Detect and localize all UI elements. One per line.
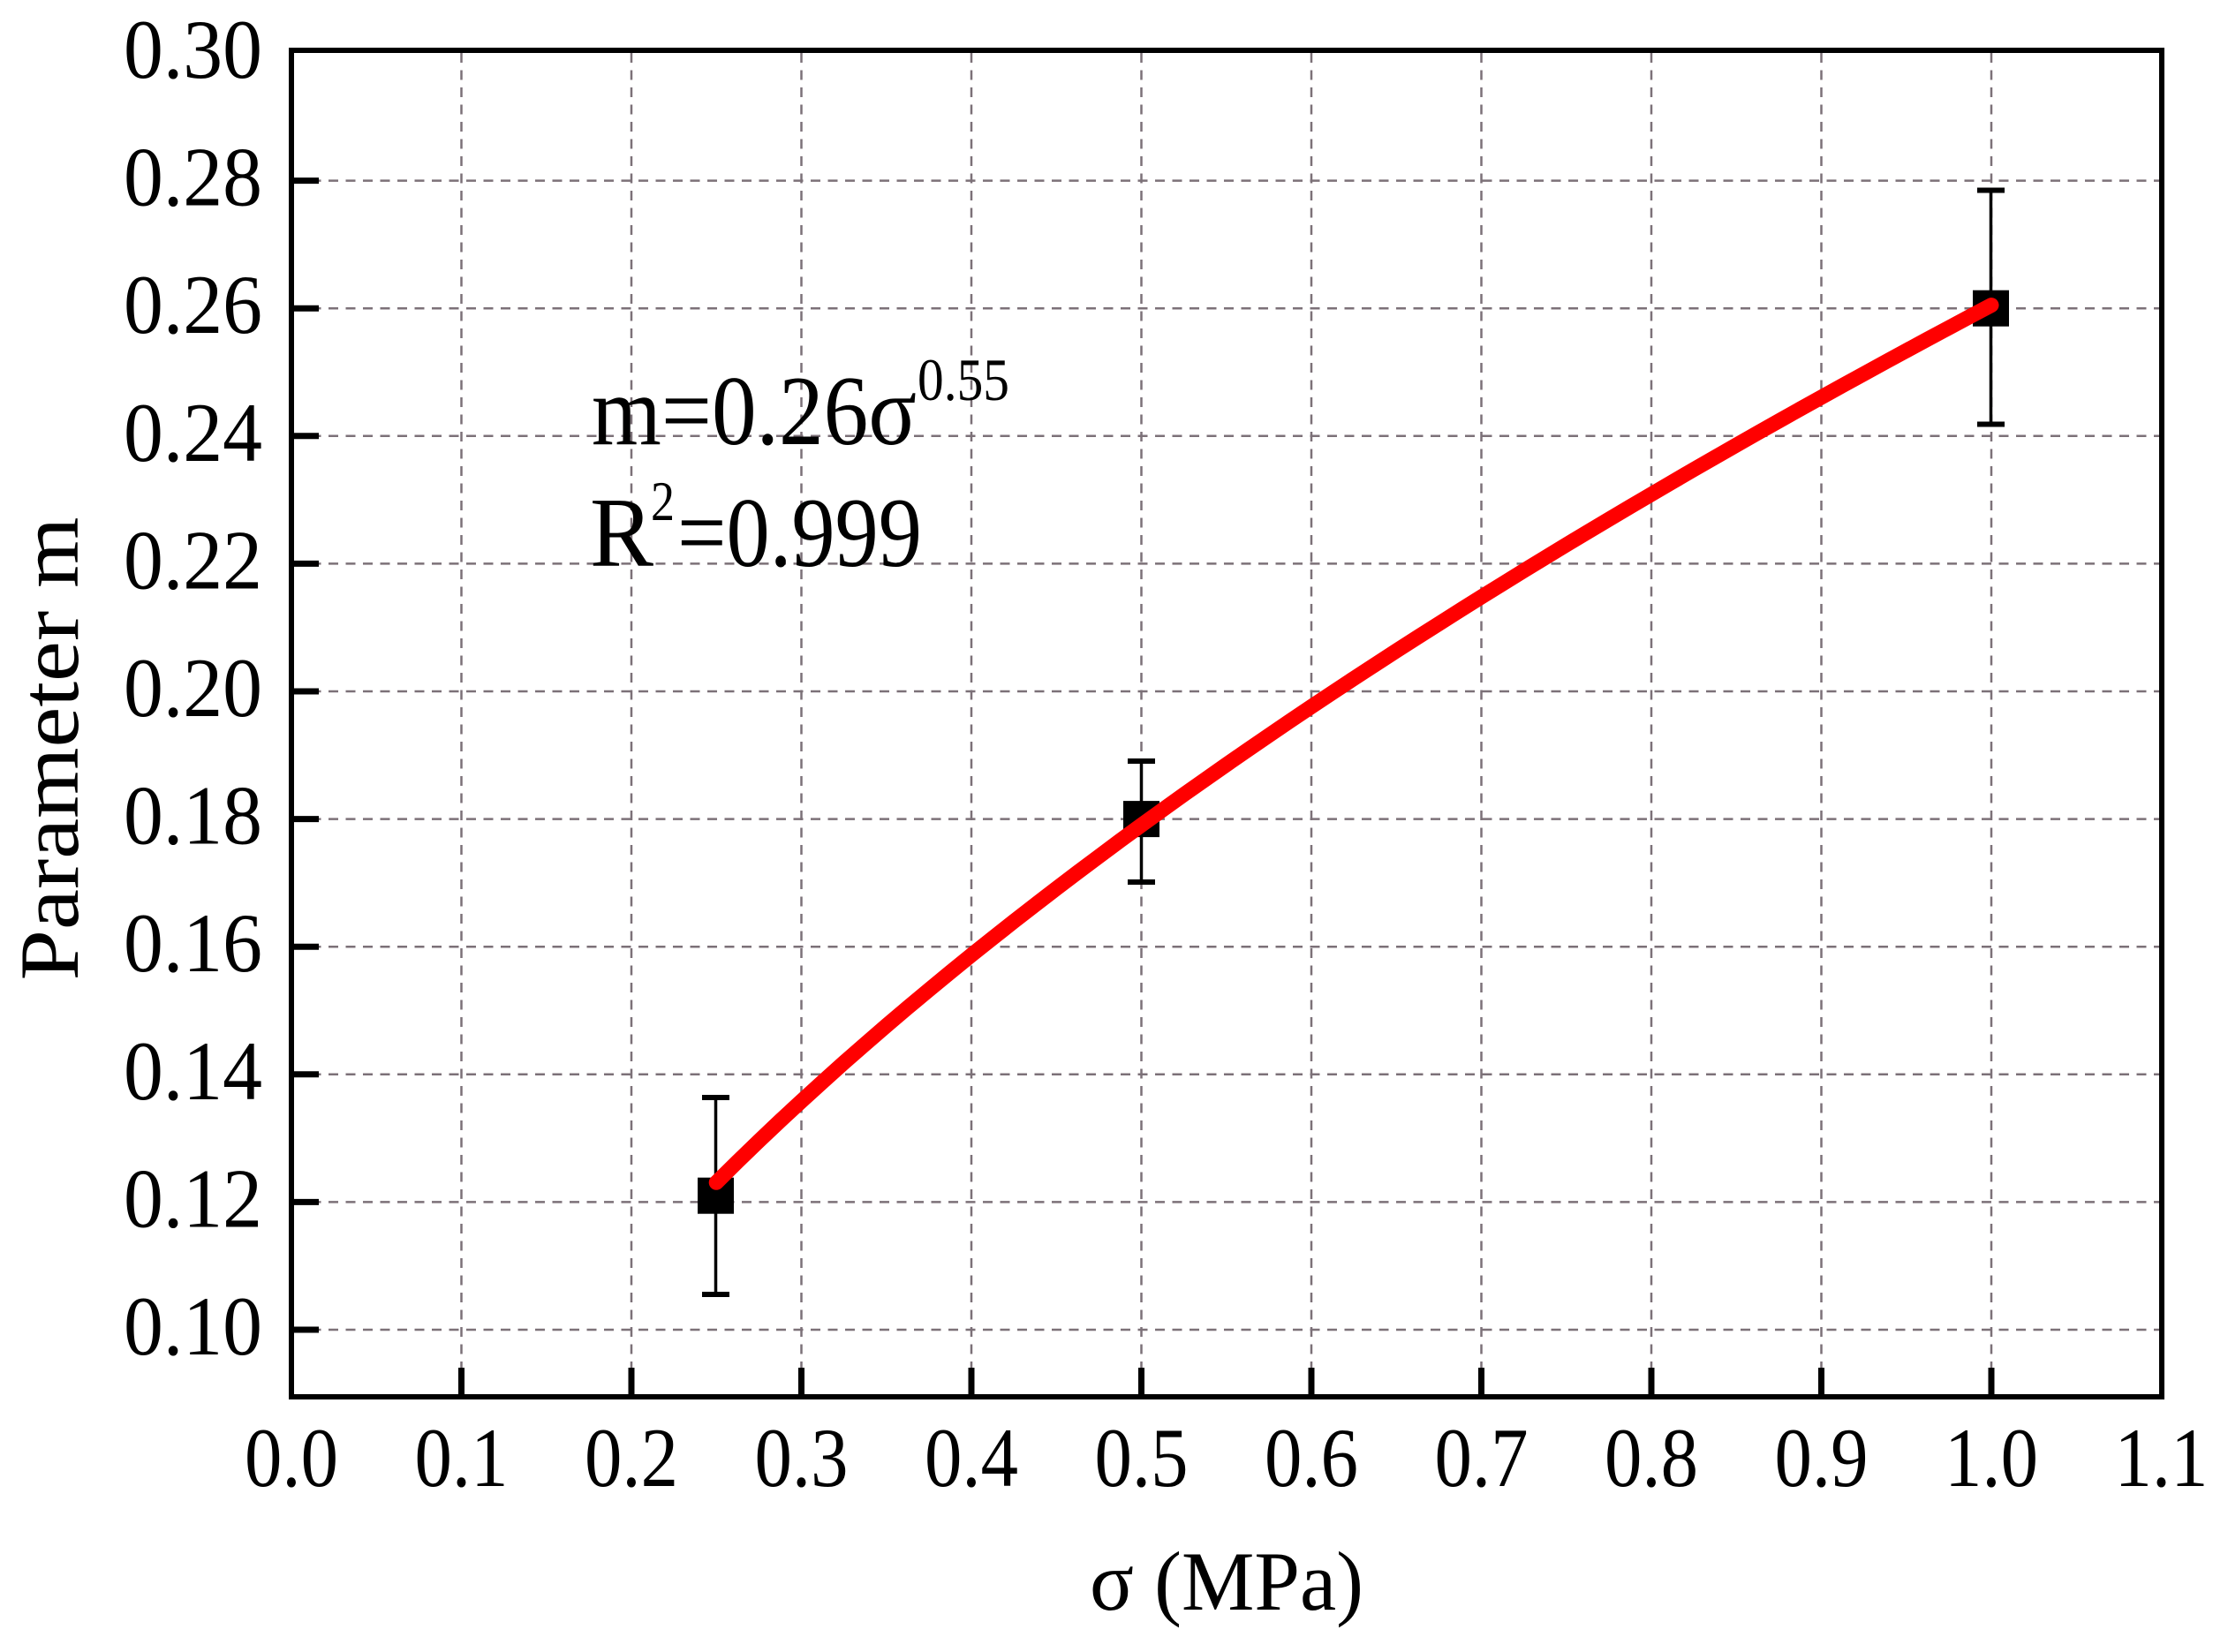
svg-text:0.12: 0.12 bbox=[124, 1151, 262, 1245]
svg-text:0.14: 0.14 bbox=[124, 1024, 262, 1118]
svg-text:0.0: 0.0 bbox=[245, 1411, 338, 1505]
svg-text:0.26: 0.26 bbox=[124, 258, 262, 351]
svg-text:0.22: 0.22 bbox=[124, 513, 262, 607]
svg-text:Parameter m: Parameter m bbox=[3, 517, 96, 981]
svg-text:0.18: 0.18 bbox=[124, 769, 262, 863]
svg-text:R: R bbox=[590, 479, 653, 588]
svg-text:0.3: 0.3 bbox=[755, 1411, 849, 1505]
svg-text:1.0: 1.0 bbox=[1945, 1411, 2038, 1505]
svg-text:0.2: 0.2 bbox=[585, 1411, 678, 1505]
svg-text:0.6: 0.6 bbox=[1265, 1411, 1358, 1505]
svg-text:0.20: 0.20 bbox=[124, 641, 262, 735]
svg-text:=0.999: =0.999 bbox=[677, 479, 922, 588]
svg-text:0.10: 0.10 bbox=[124, 1279, 262, 1373]
svg-text:0.28: 0.28 bbox=[124, 131, 262, 224]
svg-text:0.24: 0.24 bbox=[124, 386, 262, 479]
svg-text:m=0.26σ: m=0.26σ bbox=[592, 357, 917, 466]
svg-text:0.5: 0.5 bbox=[1095, 1411, 1189, 1505]
svg-text:0.55: 0.55 bbox=[918, 346, 1009, 413]
svg-text:0.16: 0.16 bbox=[124, 896, 262, 990]
svg-text:σ (MPa): σ (MPa) bbox=[1090, 1535, 1363, 1628]
svg-text:0.4: 0.4 bbox=[925, 1411, 1018, 1505]
svg-text:0.1: 0.1 bbox=[415, 1411, 509, 1505]
svg-text:0.30: 0.30 bbox=[124, 3, 262, 96]
svg-text:0.7: 0.7 bbox=[1435, 1411, 1529, 1505]
svg-text:0.8: 0.8 bbox=[1605, 1411, 1698, 1505]
svg-text:2: 2 bbox=[651, 471, 675, 532]
svg-text:0.9: 0.9 bbox=[1775, 1411, 1869, 1505]
svg-text:1.1: 1.1 bbox=[2115, 1411, 2209, 1505]
